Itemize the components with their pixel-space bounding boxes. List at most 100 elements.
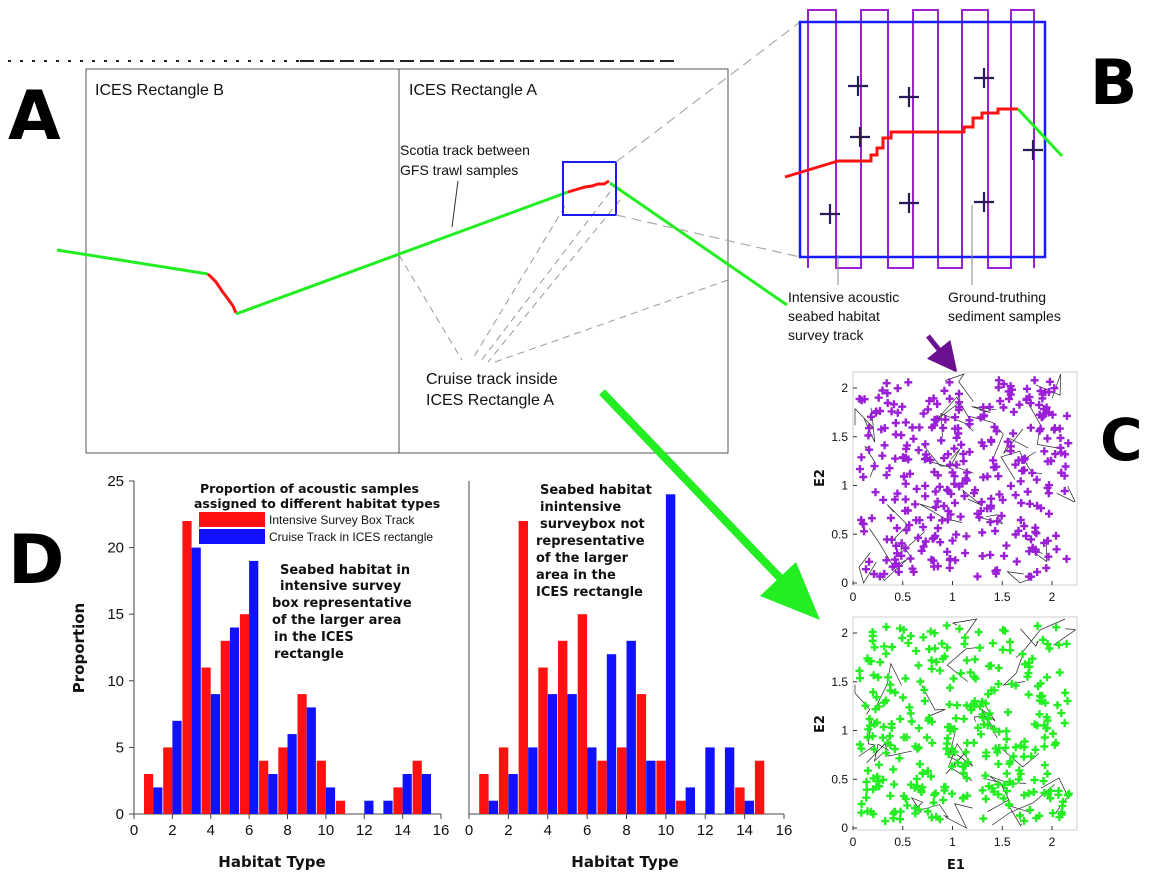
- ordination-point: [1022, 531, 1031, 540]
- ordination-point: [994, 680, 1003, 688]
- ordination-point: [1049, 729, 1057, 738]
- ordination-point: [987, 436, 996, 445]
- bar-intensive-survey: [201, 667, 211, 814]
- ordination-x-tick-label: 0: [850, 835, 857, 849]
- ordination-point: [1051, 450, 1060, 458]
- ordination-point: [1028, 654, 1037, 663]
- bar-cruise-track: [685, 787, 695, 814]
- ordination-point: [924, 713, 933, 722]
- ordination-point: [952, 433, 961, 442]
- ordination-point: [899, 625, 908, 634]
- ordination-point: [1025, 547, 1034, 556]
- ordination-point: [909, 434, 918, 443]
- ordination-point: [938, 639, 946, 648]
- ordination-point: [890, 807, 899, 816]
- ordination-point: [945, 394, 954, 403]
- ordination-point: [977, 438, 986, 447]
- ordination-points: [855, 621, 1073, 826]
- ordination-point: [862, 793, 871, 802]
- panel-letter-a: A: [8, 77, 61, 156]
- bar-intensive-survey: [163, 747, 173, 814]
- cluster-boundary-line: [1003, 428, 1029, 454]
- ordination-y-axis-label-bottom: E2: [813, 715, 828, 733]
- ordination-point: [1052, 531, 1060, 540]
- ordination-point: [861, 701, 870, 710]
- ordination-point: [931, 789, 940, 798]
- ordination-point: [893, 408, 902, 417]
- ordination-point: [940, 386, 949, 395]
- ordination-point: [1052, 545, 1061, 554]
- chart-y-axis-label: Proportion: [70, 603, 88, 693]
- ordination-point: [898, 634, 907, 642]
- ordination-point: [1061, 462, 1070, 471]
- chart-x-tick-label: 8: [622, 822, 630, 839]
- ordination-point: [856, 674, 864, 683]
- panel-c: C 0 0.5 1 1.5 200.511.52 0 0.5 1 1.5 200.511.52 …: [813, 371, 1143, 873]
- ordination-point: [930, 468, 939, 476]
- bar-cruise-track: [488, 800, 499, 814]
- ordination-point: [892, 541, 901, 550]
- ordination-point: [956, 669, 965, 678]
- ordination-point: [873, 772, 882, 781]
- ordination-point: [893, 524, 901, 533]
- ordination-point: [1061, 688, 1070, 697]
- ordination-point: [1027, 535, 1035, 544]
- ordination-point: [870, 462, 879, 471]
- sediment-sample-marker: [848, 76, 868, 96]
- ordination-point: [1006, 382, 1015, 391]
- ordination-point: [977, 498, 986, 506]
- habitat-bar-chart-left: 0 2 4 6 8 10 12 14 16 0 5 10 15 20 25: [107, 473, 449, 839]
- ordination-point: [1042, 713, 1051, 722]
- bar-intensive-survey: [412, 760, 422, 814]
- bar-cruise-track: [383, 800, 393, 814]
- ordination-point: [955, 389, 963, 398]
- bar-cruise-track: [626, 640, 636, 814]
- ordination-point: [901, 479, 910, 488]
- sediment-sample-marker: [820, 204, 840, 224]
- ordination-point: [998, 645, 1007, 654]
- ordination-point: [950, 472, 959, 481]
- ordination-point: [943, 547, 952, 556]
- ordination-point: [1014, 775, 1023, 784]
- cluster-boundary-line: [858, 720, 876, 757]
- ordination-point: [994, 664, 1003, 673]
- ordination-point: [905, 521, 914, 530]
- zoom-leader-lines: [615, 21, 801, 258]
- annotation-left: Seabed habitat in intensive survey box r…: [272, 563, 416, 662]
- ordination-point: [864, 656, 873, 665]
- ordination-point: [917, 546, 926, 555]
- bar-intensive-survey: [676, 800, 686, 814]
- chart-x-tick-label: 8: [283, 822, 291, 839]
- ordination-point: [920, 697, 929, 705]
- ordination-point: [973, 572, 982, 581]
- ordination-point: [979, 720, 988, 729]
- ordination-point: [894, 567, 903, 576]
- ordination-x-tick-label: 0: [850, 590, 857, 604]
- ordination-point: [1033, 622, 1042, 630]
- ordination-point: [1059, 797, 1067, 806]
- ordination-point: [936, 538, 945, 547]
- ordination-point: [1026, 399, 1035, 408]
- ordination-point: [919, 542, 928, 551]
- ordination-point: [994, 790, 1003, 799]
- ordination-point: [862, 777, 871, 786]
- ordination-point: [999, 625, 1008, 634]
- bar-cruise-track: [705, 747, 715, 814]
- ordination-point: [1054, 640, 1063, 649]
- ordination-point: [1064, 439, 1073, 448]
- ordination-point: [981, 771, 990, 780]
- ordination-point: [876, 658, 885, 667]
- ordination-point: [1002, 769, 1011, 778]
- ordination-point: [879, 775, 888, 784]
- bar-intensive-survey: [577, 614, 588, 814]
- ordination-y-tick-label: 1.5: [831, 675, 848, 689]
- ordination-point: [876, 407, 884, 415]
- ordination-point: [1030, 376, 1039, 385]
- ordination-point: [1011, 491, 1020, 500]
- cluster-boundary-line: [869, 528, 899, 576]
- ordination-point: [941, 415, 950, 424]
- ordination-point: [875, 760, 883, 769]
- ordination-point: [896, 715, 905, 723]
- arrow-to-panel-c: [926, 334, 958, 373]
- ordination-point: [923, 807, 932, 816]
